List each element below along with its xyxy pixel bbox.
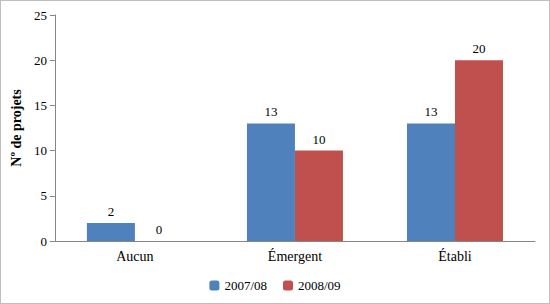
svg-text:25: 25	[34, 8, 47, 23]
svg-text:13: 13	[264, 104, 277, 119]
svg-text:0: 0	[40, 234, 47, 249]
svg-text:2: 2	[108, 204, 115, 219]
svg-text:Aucun: Aucun	[116, 249, 153, 264]
svg-text:0: 0	[156, 222, 163, 237]
svg-text:10: 10	[34, 143, 47, 158]
svg-text:5: 5	[40, 188, 47, 203]
svg-text:2008/09: 2008/09	[298, 278, 341, 293]
svg-text:20: 20	[34, 53, 47, 68]
svg-text:13: 13	[424, 104, 437, 119]
svg-text:20: 20	[472, 41, 485, 56]
svg-text:15: 15	[34, 98, 47, 113]
svg-text:2007/08: 2007/08	[224, 278, 267, 293]
svg-text:Nº de projets: Nº de projets	[9, 89, 24, 167]
svg-text:Établi: Établi	[438, 248, 472, 264]
svg-text:Émergent: Émergent	[268, 248, 322, 264]
svg-text:10: 10	[312, 132, 325, 147]
